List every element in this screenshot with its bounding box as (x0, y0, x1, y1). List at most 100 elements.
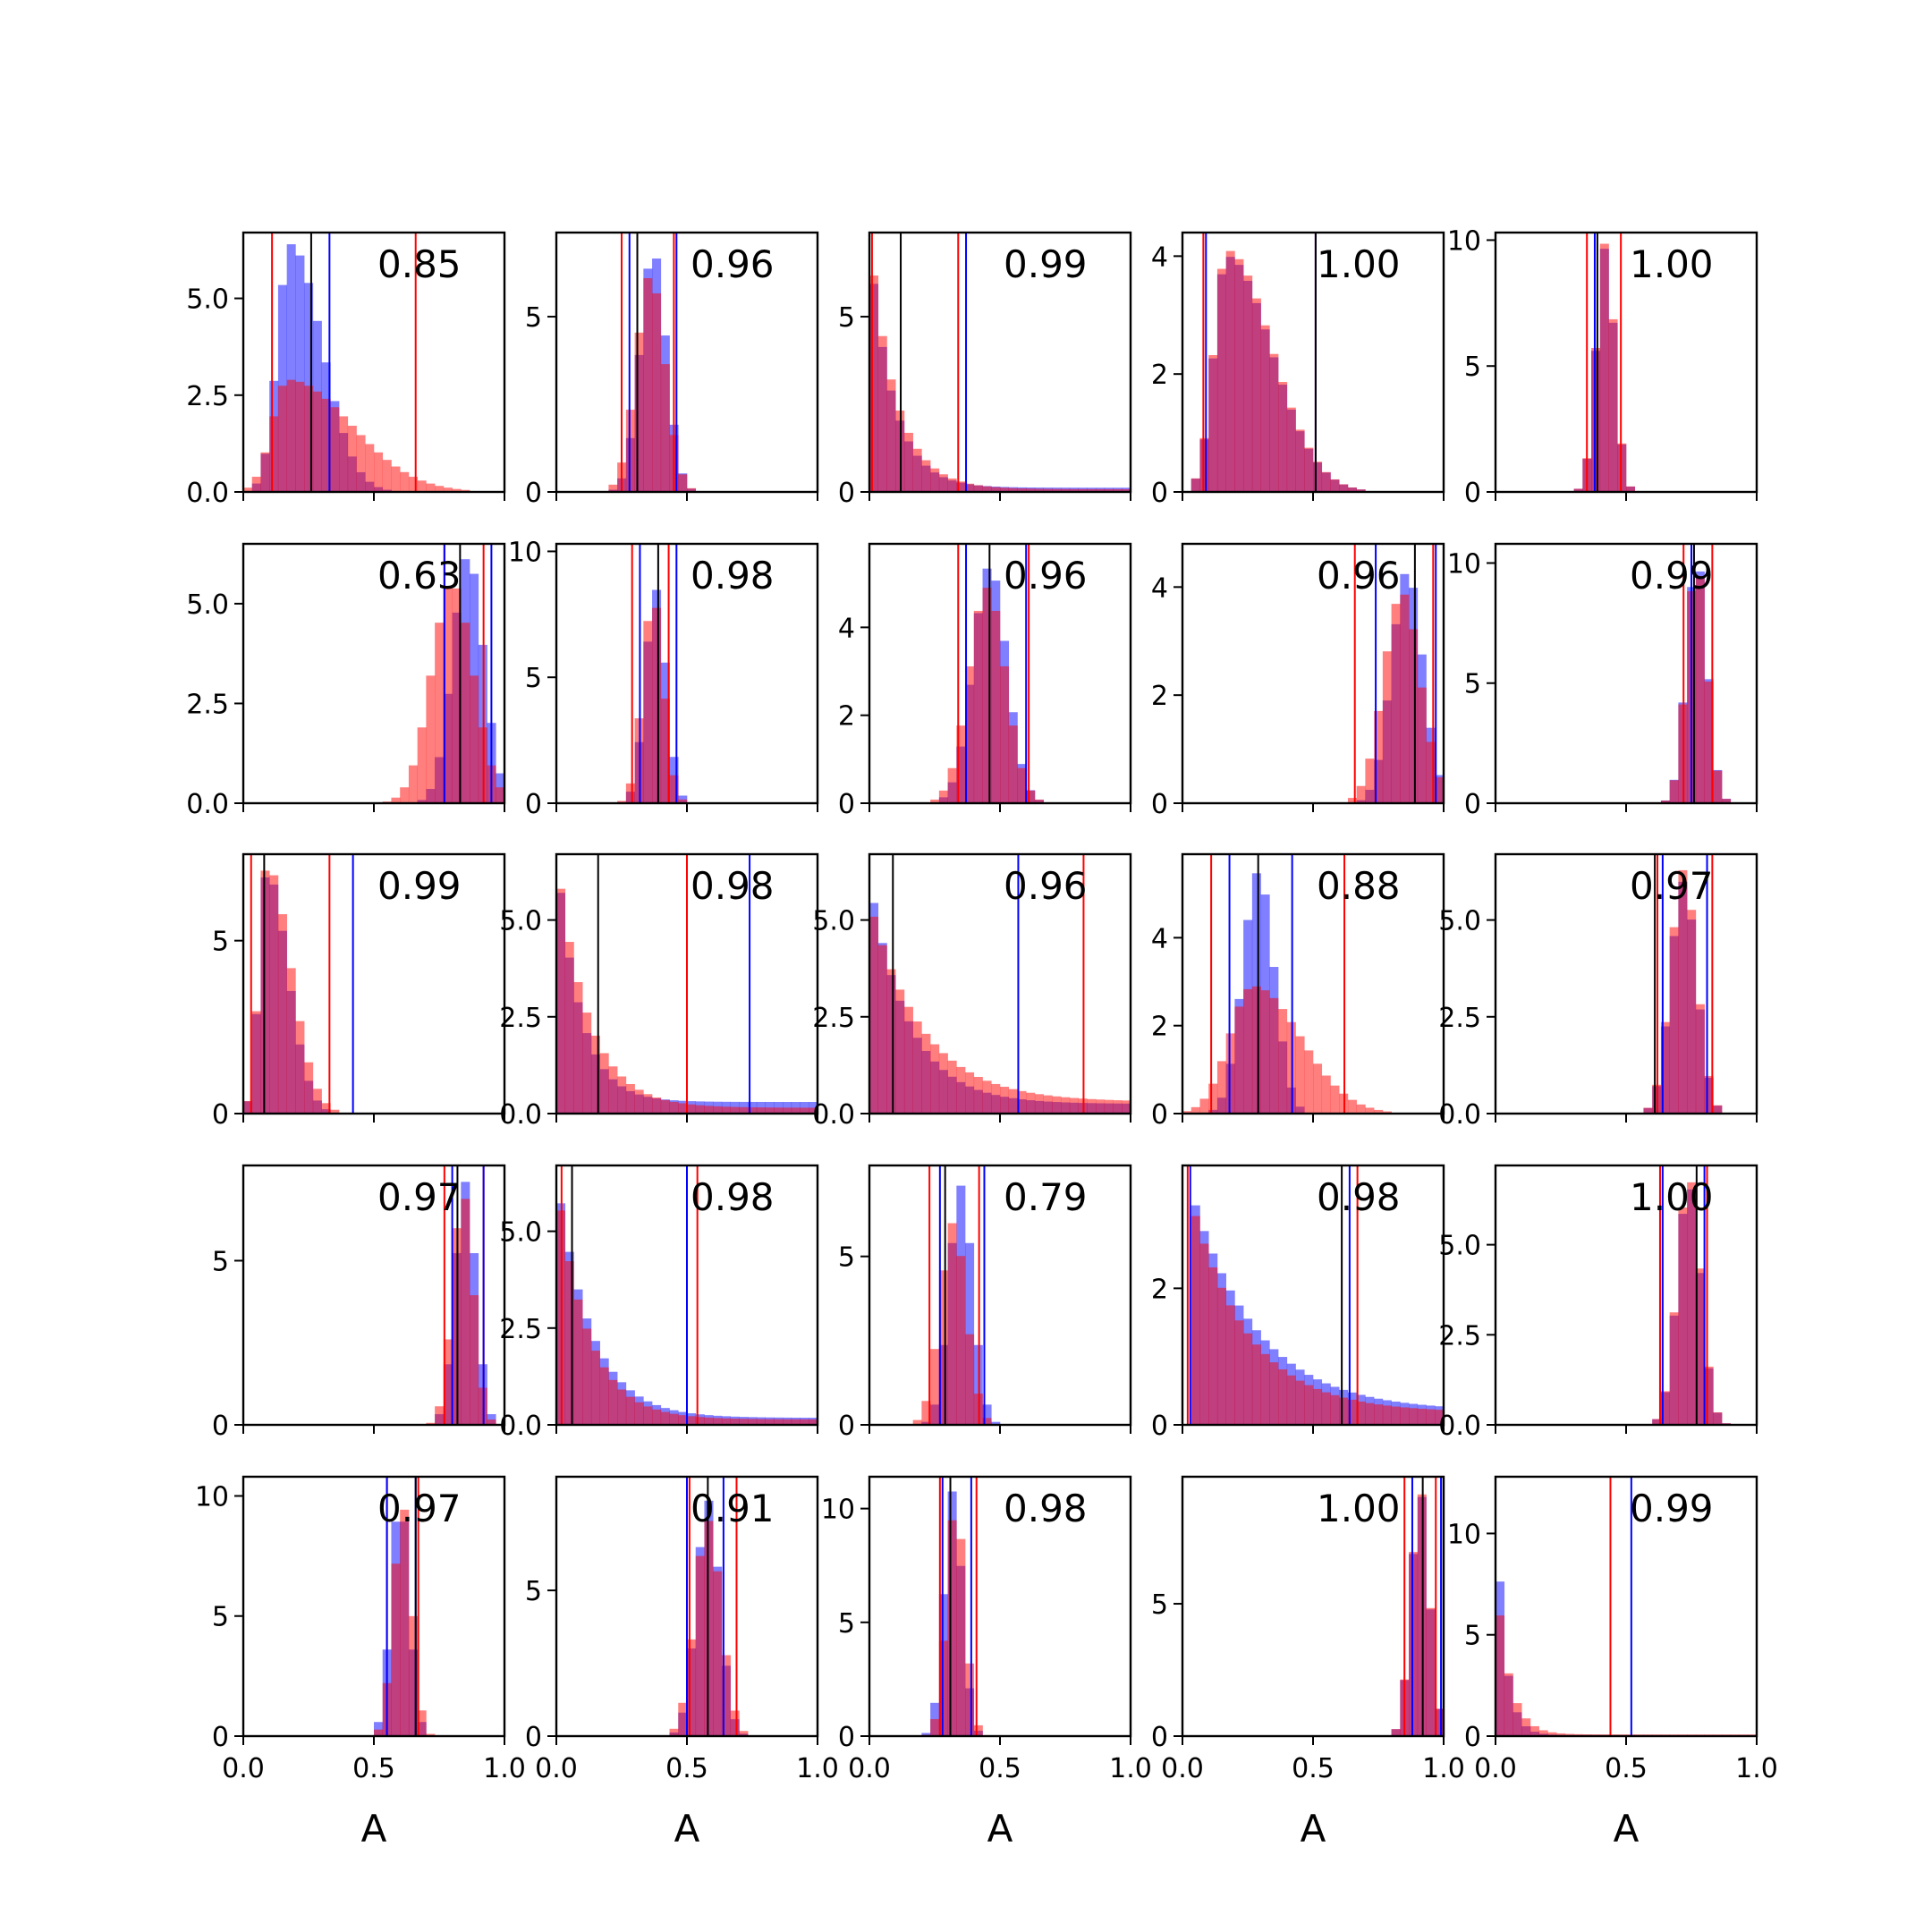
red-bar (652, 607, 662, 803)
red-histogram (1496, 1615, 1757, 1736)
red-bar (982, 486, 992, 492)
red-bar (947, 1520, 957, 1736)
red-bar (1182, 1111, 1192, 1114)
red-bar (304, 386, 314, 492)
red-bar (1504, 1673, 1513, 1736)
red-bar (1208, 355, 1218, 492)
y-tick-label: 2 (1151, 1012, 1168, 1043)
red-bar (321, 398, 331, 492)
red-bar (965, 1072, 975, 1114)
red-bar (556, 888, 566, 1114)
correlation-label: 0.98 (691, 554, 775, 597)
red-bar (496, 787, 504, 803)
panel-2-3: 0 2 4 0.96 (838, 542, 1132, 820)
red-bar (269, 875, 279, 1114)
red-bar (573, 982, 583, 1114)
y-tick-label: 0 (212, 1411, 229, 1442)
red-bar (783, 1419, 792, 1425)
red-histogram (243, 870, 340, 1114)
red-bar (660, 699, 670, 803)
correlation-label: 0.98 (691, 1175, 775, 1219)
red-bar (791, 1107, 801, 1114)
panel-3-5: 0.0 2.5 5.0 0.97 (1438, 852, 1758, 1131)
red-bar (1599, 243, 1609, 492)
y-tick-label: 2.5 (186, 689, 229, 720)
y-tick-label: 2.5 (812, 1003, 855, 1034)
red-bar (1669, 1312, 1679, 1425)
red-bar (809, 1419, 818, 1425)
red-bar (1078, 488, 1088, 492)
panel-2-5: 0 5 10 0.99 (1447, 542, 1758, 820)
red-bar (687, 1104, 697, 1114)
y-tick-label: 10 (1447, 1519, 1481, 1550)
red-bar (660, 1411, 670, 1425)
red-bar (1660, 1021, 1670, 1114)
red-histogram (1191, 250, 1366, 492)
y-tick-label: 5 (212, 1246, 229, 1277)
red-bar (1713, 770, 1723, 803)
red-bar (391, 797, 401, 803)
red-bar (625, 1083, 635, 1114)
red-bar (1234, 1320, 1244, 1425)
red-bar (1251, 298, 1261, 492)
red-bar (1409, 1552, 1419, 1736)
red-bar (426, 483, 436, 492)
blue-bar (487, 1414, 496, 1425)
red-bar (1269, 997, 1279, 1114)
blue-bar (295, 255, 305, 492)
red-bar (1365, 758, 1375, 803)
red-bar (930, 468, 940, 492)
x-tick-label: 1.0 (796, 1753, 839, 1784)
red-bar (1339, 1397, 1349, 1425)
correlation-label: 0.99 (1004, 242, 1088, 286)
red-bar (608, 1379, 618, 1425)
red-bar (669, 1101, 679, 1114)
x-tick-label: 1.0 (1109, 1753, 1152, 1784)
red-bar (1243, 1333, 1253, 1425)
red-bar (461, 1199, 470, 1425)
red-bar (426, 1733, 436, 1736)
correlation-label: 0.99 (377, 864, 462, 908)
correlation-label: 0.79 (1004, 1175, 1088, 1219)
blue-bar (991, 1421, 1001, 1425)
blue-bar (678, 795, 688, 803)
red-bar (982, 1418, 992, 1425)
red-bar (1695, 575, 1705, 803)
y-tick-label: 0 (838, 789, 855, 820)
panel-3-4: 0 2 4 0.88 (1151, 852, 1445, 1131)
red-bar (251, 1011, 261, 1114)
red-bar (956, 481, 966, 492)
red-bar (1034, 1094, 1044, 1114)
red-bar (991, 1083, 1001, 1114)
red-bar (687, 1416, 697, 1425)
y-tick-label: 0 (1151, 478, 1168, 509)
red-bar (956, 1538, 966, 1736)
red-bar (1547, 1732, 1557, 1736)
red-bar (1304, 1385, 1314, 1425)
x-tick-label: 0.5 (665, 1753, 708, 1784)
red-bar (956, 1256, 966, 1425)
red-bar (1513, 1703, 1522, 1736)
red-bar (1713, 1105, 1723, 1114)
red-bar (374, 1729, 384, 1736)
x-tick-label: 1.0 (1422, 1753, 1465, 1784)
red-bar (590, 1351, 600, 1425)
x-tick-label: 0.5 (1292, 1753, 1335, 1784)
y-tick-label: 5 (212, 927, 229, 958)
axes-frame (1494, 1164, 1758, 1427)
red-bar (1347, 1399, 1357, 1425)
correlation-label: 1.00 (1317, 242, 1401, 286)
y-tick-label: 0 (525, 478, 542, 509)
red-bar (1026, 790, 1036, 803)
red-histogram (556, 888, 818, 1114)
red-bar (487, 1419, 496, 1425)
red-bar (930, 1349, 940, 1425)
red-histogram (1182, 986, 1392, 1114)
red-bar (1313, 462, 1323, 492)
red-bar (1652, 1419, 1662, 1425)
red-bar (756, 1107, 766, 1114)
correlation-label: 1.00 (1317, 1487, 1401, 1530)
y-tick-label: 0 (1151, 1099, 1168, 1131)
red-bar (582, 1013, 592, 1114)
